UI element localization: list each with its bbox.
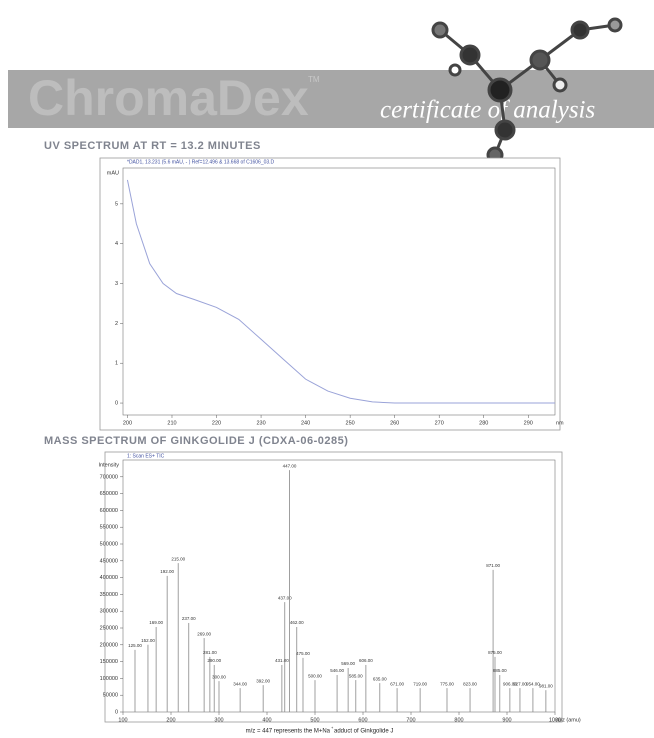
x-tick-label: 260: [390, 420, 399, 426]
peak-label: 906.00: [503, 681, 517, 686]
x-tick-label: 900: [502, 717, 511, 723]
y-tick-label: 500000: [100, 541, 118, 547]
y-tick-label: 1: [115, 361, 118, 367]
x-tick-label: 100: [118, 717, 127, 723]
trademark: TM: [308, 75, 320, 84]
peak-label: 500.00: [308, 673, 322, 678]
y-tick-label: 650000: [100, 491, 118, 497]
peak-label: 344.00: [233, 681, 247, 686]
y-tick-label: 250000: [100, 625, 118, 631]
peak-label: 885.00: [493, 668, 507, 673]
x-tick-label: 400: [262, 717, 271, 723]
x-tick-label: 270: [435, 420, 444, 426]
peak-label: 300.00: [212, 674, 226, 679]
y-tick-label: 100000: [100, 676, 118, 682]
peak-label: 569.00: [341, 661, 355, 666]
peak-label: 192.00: [160, 569, 174, 574]
y-tick-label: 450000: [100, 558, 118, 564]
peak-label: 215.00: [171, 556, 185, 561]
caption-sup: +: [331, 725, 334, 730]
chart-legend: 1: Scan ES+ TIC: [127, 453, 165, 459]
tagline: certificate of analysis: [380, 97, 595, 124]
peak-label: 237.00: [182, 616, 196, 621]
peak-label: 281.00: [203, 650, 217, 655]
spectrum-line: [126, 179, 555, 404]
y-tick-label: 5: [115, 201, 118, 207]
y-tick-label: 0: [115, 709, 118, 715]
x-axis-label: m/z (amu): [556, 717, 581, 723]
header-band: [8, 70, 654, 128]
x-tick-label: 1000: [549, 717, 561, 723]
x-tick-label: 600: [358, 717, 367, 723]
caption: m/z = 447 represents the M+Na: [246, 729, 331, 735]
section-title: MASS SPECTRUM OF GINKGOLIDE J (CDXA-06-0…: [44, 435, 348, 447]
y-tick-label: 150000: [100, 659, 118, 665]
x-tick-label: 240: [301, 420, 310, 426]
x-tick-label: 700: [406, 717, 415, 723]
plot-area: [122, 459, 556, 713]
logo: ChromaDex: [28, 70, 309, 126]
x-tick-label: 230: [256, 420, 265, 426]
section-title: UV SPECTRUM AT RT = 13.2 MINUTES: [44, 140, 261, 152]
peak-label: 475.00: [296, 651, 310, 656]
y-tick-label: 200000: [100, 642, 118, 648]
x-tick-label: 800: [454, 717, 463, 723]
y-tick-label: 50000: [103, 693, 118, 699]
x-tick-label: 200: [166, 717, 175, 723]
x-tick-label: 200: [123, 420, 132, 426]
peak-label: 635.00: [373, 676, 387, 681]
y-tick-label: 0: [115, 401, 118, 407]
y-tick-label: 600000: [100, 508, 118, 514]
peak-label: 719.00: [413, 681, 427, 686]
peak-label: 823.00: [463, 681, 477, 686]
peak-label: 269.00: [197, 631, 211, 636]
peak-label: 871.00: [486, 563, 500, 568]
peak-label: 431.00: [275, 658, 289, 663]
y-tick-label: 4: [115, 241, 118, 247]
y-tick-label: 350000: [100, 592, 118, 598]
y-tick-label: 2: [115, 321, 118, 327]
y-tick-label: 550000: [100, 525, 118, 531]
x-tick-label: 210: [167, 420, 176, 426]
peak-label: 152.00: [141, 638, 155, 643]
peak-label: 775.00: [440, 681, 454, 686]
y-tick-label: 700000: [100, 474, 118, 480]
chart-frame: [104, 451, 563, 723]
peak-label: 606.00: [359, 658, 373, 663]
peak-label: 125.00: [128, 643, 142, 648]
x-tick-label: 220: [212, 420, 221, 426]
x-tick-label: 250: [346, 420, 355, 426]
peak-label: 392.00: [256, 678, 270, 683]
peak-label: 447.00: [283, 463, 297, 468]
peak-label: 437.00: [278, 595, 292, 600]
peak-label: 981.00: [539, 683, 553, 688]
x-tick-label: 290: [524, 420, 533, 426]
x-tick-label: 280: [479, 420, 488, 426]
peak-label: 875.00: [488, 650, 502, 655]
y-axis-label: mAU: [107, 170, 119, 176]
peak-label: 169.00: [149, 620, 163, 625]
x-tick-label: 500: [310, 717, 319, 723]
peak-label: 954.00: [526, 681, 540, 686]
peak-label: 546.00: [330, 668, 344, 673]
y-tick-label: 3: [115, 281, 118, 287]
chart-frame: [99, 157, 561, 431]
y-tick-label: 300000: [100, 609, 118, 615]
peak-label: 585.00: [349, 673, 363, 678]
plot-area: [122, 167, 556, 416]
peak-label: 927.00: [513, 681, 527, 686]
peak-label: 290.00: [207, 658, 221, 663]
y-tick-label: 400000: [100, 575, 118, 581]
caption-rest: adduct of Ginkgolide J: [334, 729, 393, 735]
peak-label: 671.00: [390, 681, 404, 686]
x-tick-label: 300: [214, 717, 223, 723]
chart-legend: *DAD1, 13.231 (5.6 mAU, - ) Ref=12.496 &…: [127, 159, 275, 165]
peak-label: 462.00: [290, 620, 304, 625]
y-axis-label: Intensity: [99, 462, 120, 468]
x-axis-label: nm: [556, 420, 564, 426]
